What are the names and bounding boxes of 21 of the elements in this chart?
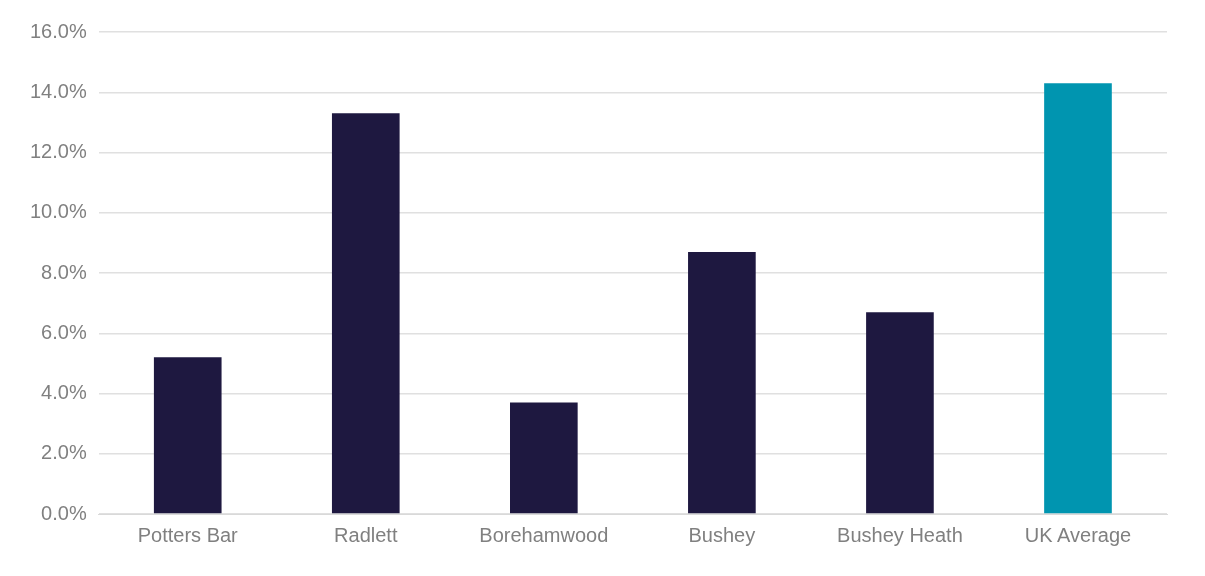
y-tick-label: 6.0% xyxy=(41,320,87,343)
y-tick-label: 10.0% xyxy=(29,200,87,223)
x-tick-label: Potters Bar xyxy=(137,523,239,546)
bar xyxy=(1044,83,1112,514)
y-tick-label: 16.0% xyxy=(29,19,87,42)
bar xyxy=(153,357,222,514)
bar xyxy=(331,113,400,514)
y-tick-label: 14.0% xyxy=(29,79,87,102)
y-tick-label: 0.0% xyxy=(41,501,87,524)
x-tick-label: Bushey xyxy=(688,523,756,546)
x-tick-label: Radlett xyxy=(334,523,398,546)
bar xyxy=(688,251,756,514)
bar xyxy=(866,312,934,514)
y-tick-label: 4.0% xyxy=(41,381,87,404)
x-tick-label: Borehamwood xyxy=(479,523,609,546)
y-tick-label: 12.0% xyxy=(29,140,87,163)
y-tick-label: 8.0% xyxy=(41,260,87,283)
x-tick-label: Bushey Heath xyxy=(837,523,963,546)
y-tick-label: 2.0% xyxy=(41,441,87,464)
bar xyxy=(510,402,578,514)
x-tick-label: UK Average xyxy=(1024,523,1132,546)
